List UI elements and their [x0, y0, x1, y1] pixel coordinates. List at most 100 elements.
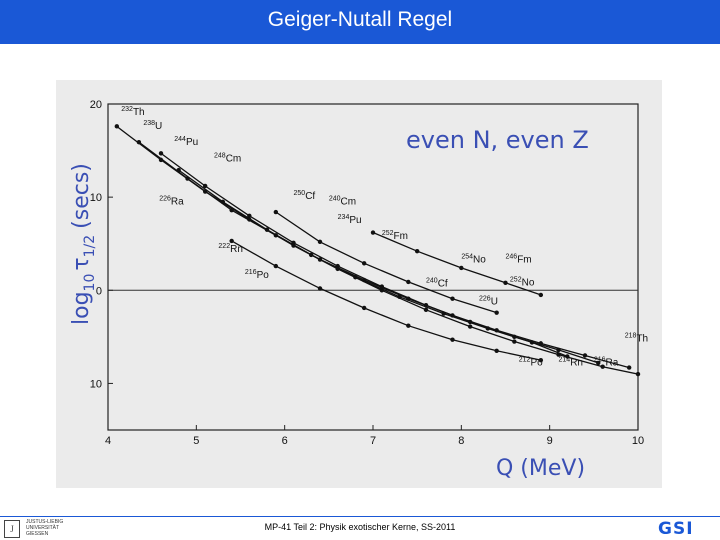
data-point [317, 239, 323, 245]
nuclide-label: 248Cm [214, 153, 241, 165]
data-point [494, 310, 499, 315]
nuclide-mass: 212 [519, 357, 531, 364]
nuclide-label: 214Rn [559, 357, 583, 369]
y-label-tau-sub: 1/2 [82, 235, 98, 258]
nuclide-element: Cm [226, 154, 242, 165]
nuclide-mass: 232 [121, 106, 133, 113]
nuclide-mass: 252 [382, 230, 394, 237]
nuclide-mass: 214 [559, 357, 571, 364]
nuclide-mass: 252 [510, 277, 522, 284]
nuclide-label: 252No [510, 277, 535, 289]
data-point [273, 209, 279, 215]
nuclide-label: 222Rn [218, 243, 242, 255]
data-point [450, 337, 455, 342]
nuclide-element: Cf [305, 191, 315, 202]
data-point [176, 167, 181, 173]
footer-text: MP-41 Teil 2: Physik exotischer Kerne, S… [264, 522, 456, 532]
data-point [136, 139, 142, 145]
university-line-1: JUSTUS-LIEBIG [26, 519, 64, 525]
data-point [485, 326, 491, 331]
x-tick-label: 7 [370, 435, 376, 447]
data-point [450, 296, 455, 301]
y-label-tau: τ [69, 257, 94, 270]
nuclide-mass: 226 [479, 295, 491, 302]
nuclide-element: U [155, 121, 162, 132]
data-point [247, 213, 252, 218]
data-point [317, 286, 323, 291]
title-bar: Geiger-Nutall Regel [0, 0, 720, 44]
x-tick-label: 9 [547, 435, 553, 447]
data-point [220, 199, 226, 204]
x-tick-label: 8 [458, 435, 464, 447]
nuclide-element: Ra [606, 358, 619, 369]
data-point [635, 371, 641, 377]
data-point [538, 292, 544, 298]
nuclide-label: 240Cm [329, 196, 356, 208]
tick-layer: 4 5 6 7 8 9 10 20 10 0 10 [90, 99, 644, 447]
nuclide-mass: 248 [214, 153, 226, 160]
x-tick-label: 10 [632, 435, 644, 447]
nuclide-element: U [491, 296, 498, 307]
data-point [494, 348, 499, 354]
nuclide-label: 240Cf [426, 278, 448, 290]
nuclide-mass: 226 [159, 196, 171, 203]
nuclide-mass: 216 [245, 269, 257, 276]
nuclide-label: 232Th [121, 106, 144, 118]
nuclide-mass: 246 [506, 253, 518, 260]
y-label-unit: (secs) [69, 163, 94, 229]
x-axis-label: Q (MeV) [496, 456, 585, 481]
data-point [370, 230, 376, 235]
nuclide-element: Po [530, 358, 543, 369]
nuclide-mass: 238 [143, 120, 155, 127]
figure-panel: 4 5 6 7 8 9 10 20 10 0 10 232Th 238U 244Pu 248Cm 226Ra… [56, 80, 662, 488]
data-point [441, 311, 446, 316]
nuclide-mass: 216 [594, 357, 606, 364]
nuclide-mass: 218 [625, 333, 637, 340]
nuclide-element: Pu [186, 137, 198, 148]
data-point [229, 238, 234, 244]
data-point [600, 364, 605, 369]
nuclide-label: 252Fm [382, 230, 408, 242]
nuclide-element: Pu [349, 215, 361, 226]
data-point [202, 183, 208, 189]
data-point [467, 324, 473, 329]
x-tick-label: 6 [282, 435, 288, 447]
data-point [229, 207, 234, 213]
university-name: JUSTUS-LIEBIG UNIVERSITÄT GIESSEN [26, 519, 63, 537]
nuclide-element: Ra [171, 197, 184, 208]
nuclide-label: 218Th [625, 333, 648, 345]
university-line-3: GIESSEN [26, 531, 49, 537]
y-label-sub: 10 [82, 274, 98, 292]
annotation-text: even N, even Z [406, 126, 589, 154]
x-tick-label: 5 [193, 435, 199, 447]
nuclide-label: 234Pu [338, 214, 362, 226]
nuclide-label: 226U [479, 295, 498, 307]
data-point [556, 347, 561, 353]
nuclide-label: 250Cf [294, 190, 316, 202]
nuclide-label: 216Ra [594, 357, 619, 369]
data-point [273, 263, 279, 269]
nuclide-mass: 234 [338, 214, 350, 221]
data-point [596, 360, 601, 366]
data-point [423, 307, 429, 313]
y-label-log: log [69, 291, 94, 325]
data-point [414, 248, 420, 254]
slide-title: Geiger-Nutall Regel [267, 8, 453, 31]
nuclide-label: 216Po [245, 269, 269, 281]
data-point [264, 227, 270, 232]
nuclide-element: Th [133, 107, 145, 118]
y-tick-label: 20 [90, 99, 102, 111]
nuclide-element: No [473, 254, 486, 265]
nuclide-mass: 240 [426, 278, 438, 285]
nuclide-mass: 250 [294, 190, 306, 197]
nuclide-element: Fm [517, 254, 531, 265]
nuclide-element: Cm [341, 197, 357, 208]
university-logo: J JUSTUS-LIEBIG UNIVERSITÄT GIESSEN [2, 517, 102, 539]
data-point [361, 305, 367, 311]
data-point [565, 354, 570, 359]
curve-layer [114, 124, 641, 377]
nuclide-element: Cf [438, 279, 448, 290]
university-line-2: UNIVERSITÄT [26, 525, 60, 531]
